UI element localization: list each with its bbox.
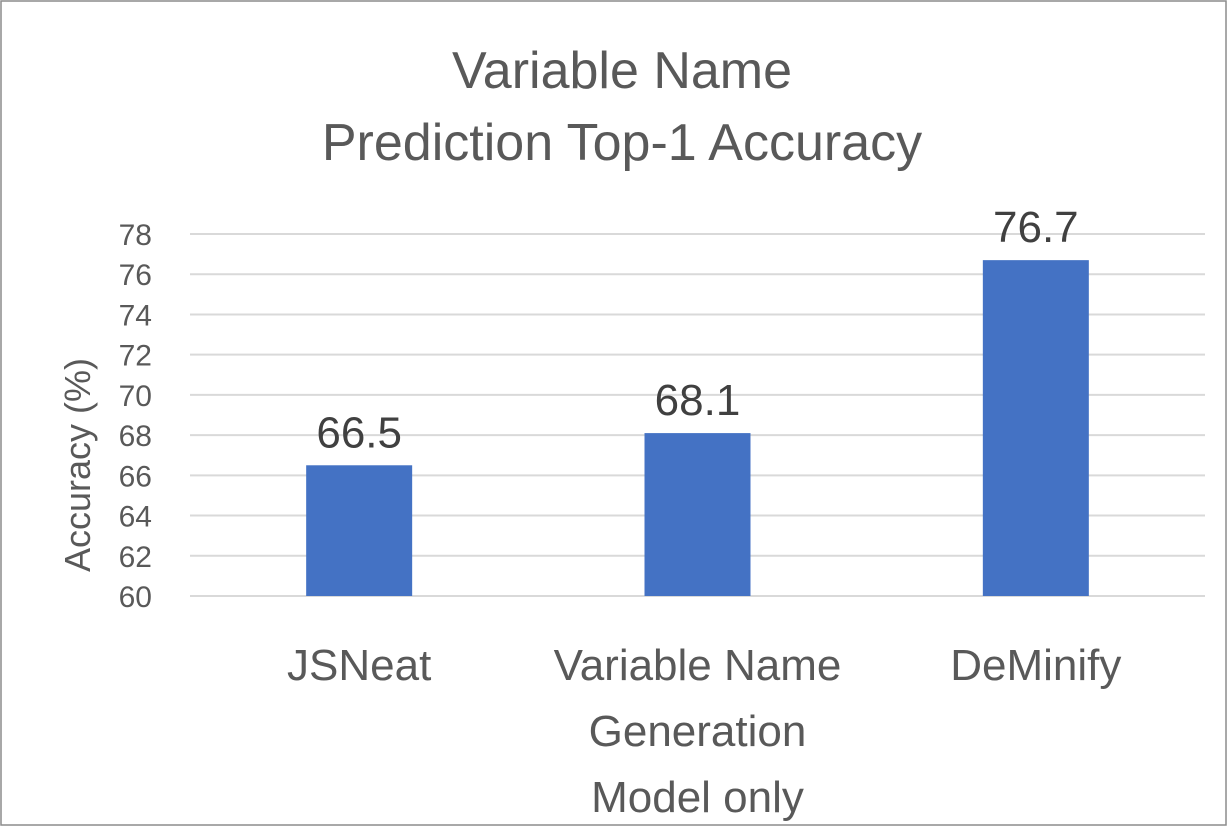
chart-title-line: Prediction Top-1 Accuracy	[322, 114, 922, 172]
y-tick-label: 64	[119, 501, 152, 534]
category-label: Variable Name	[554, 641, 842, 690]
y-axis-label: Accuracy (%)	[57, 358, 98, 572]
data-label: 68.1	[655, 376, 741, 425]
category-label: Model only	[591, 773, 804, 822]
y-tick-label: 60	[119, 581, 152, 614]
data-label: 76.7	[993, 203, 1079, 252]
bar	[982, 260, 1089, 596]
y-tick-label: 68	[119, 420, 152, 453]
y-tick-label: 76	[119, 259, 152, 292]
y-tick-label: 70	[119, 380, 152, 413]
data-labels: 66.5 68.1 76.7	[316, 203, 1078, 457]
data-label: 66.5	[316, 408, 402, 457]
y-tick-label: 74	[119, 299, 152, 332]
category-label: DeMinify	[950, 641, 1121, 690]
bars	[306, 260, 1089, 596]
y-tick-label: 66	[119, 460, 152, 493]
y-tick-label: 72	[119, 340, 152, 373]
category-labels: JSNeat Variable Name Generation Model only D…	[287, 641, 1121, 822]
bar	[644, 433, 751, 596]
category-label: Generation	[589, 707, 807, 756]
chart-title: Variable Name Prediction Top-1 Accuracy	[322, 42, 922, 172]
category-label: JSNeat	[287, 641, 431, 690]
bar	[306, 465, 413, 596]
y-tick-label: 78	[119, 219, 152, 252]
chart-title-line: Variable Name	[452, 42, 792, 100]
y-axis-ticks: 60 62 64 66 68 70 72 74 76 78	[119, 219, 152, 614]
y-tick-label: 62	[119, 541, 152, 574]
